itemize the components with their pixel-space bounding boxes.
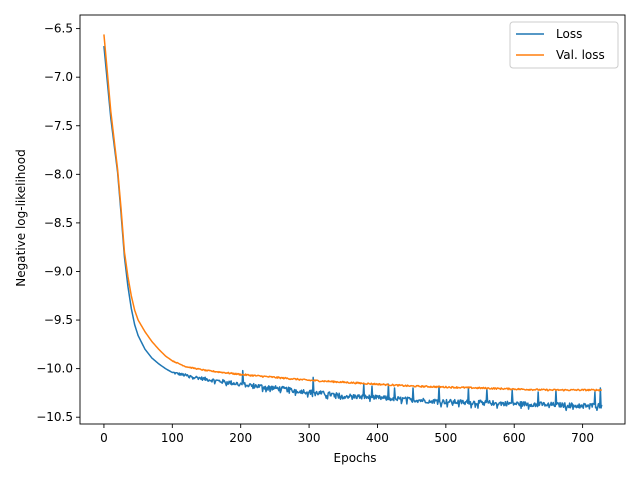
x-axis-label: Epochs	[334, 451, 377, 465]
x-tick-label: 200	[229, 431, 252, 445]
y-tick-label: −10.0	[36, 362, 73, 376]
y-tick-label: −7.0	[44, 70, 73, 84]
x-tick-label: 100	[161, 431, 184, 445]
x-tick-label: 600	[503, 431, 526, 445]
x-tick-label: 700	[571, 431, 594, 445]
y-axis-label: Negative log-likelihood	[14, 149, 28, 286]
y-tick-label: −9.5	[44, 313, 73, 327]
legend-label: Val. loss	[556, 48, 605, 62]
y-tick-label: −8.5	[44, 216, 73, 230]
series-line-0	[103, 46, 603, 412]
x-tick-label: 500	[434, 431, 457, 445]
y-tick-label: −6.5	[44, 22, 73, 36]
x-tick-label: 300	[298, 431, 321, 445]
axes: 0 100 200 300 400 500 600 700 −10.5 −10.0 −9.5 −9.0…	[36, 14, 626, 445]
plot-area	[103, 34, 603, 412]
y-tick-label: −8.0	[44, 167, 73, 181]
legend: Loss Val. loss	[509, 21, 619, 69]
axes-frame	[79, 14, 626, 425]
series-line-1	[103, 34, 603, 392]
y-tick-label: −9.0	[44, 264, 73, 278]
legend-label: Loss	[556, 27, 582, 41]
x-tick-label: 400	[366, 431, 389, 445]
y-tick-label: −10.5	[36, 410, 73, 424]
y-tick-label: −7.5	[44, 119, 73, 133]
x-tick-label: 0	[100, 431, 108, 445]
